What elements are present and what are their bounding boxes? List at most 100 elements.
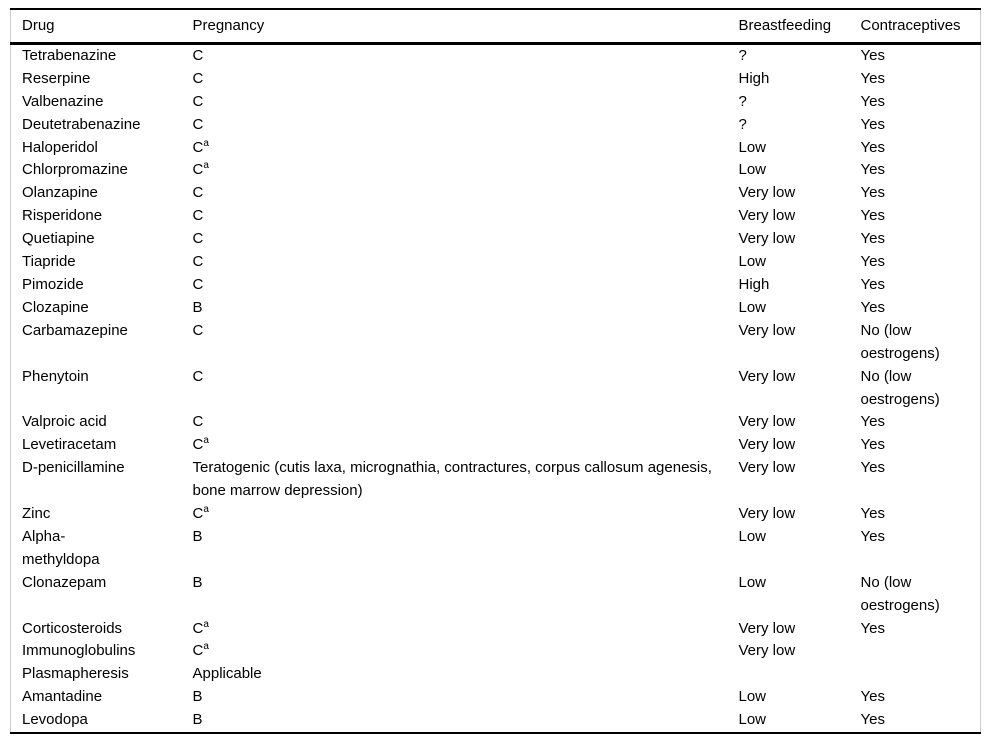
table-row: Haloperidol Ca Low Yes [11,137,981,160]
footnote-marker: a [203,435,209,447]
pregnancy-cell: Applicable [193,663,739,686]
breastfeeding-cell: Very low [738,436,796,454]
breastfeeding-cell: Low [738,527,767,545]
pregnancy-cell: C [193,182,739,205]
pregnancy-cell: C [193,114,739,137]
column-header-contraceptives: Contraceptives [860,9,981,45]
contraceptives-cell: Yes [860,527,885,545]
pregnancy-cell: Ca [193,159,739,182]
breastfeeding-cell: Low [738,711,767,729]
breastfeeding-cell: Very low [738,413,796,431]
drug-cell: Valproic acid [22,413,107,431]
contraceptives-cell: Yes [860,619,885,637]
table-row: Quetiapine C Very low Yes [11,228,981,251]
table-row: Zinc Ca Very low Yes [11,503,981,526]
drug-cell: Clozapine [22,298,89,316]
table-row: Risperidone C Very low Yes [11,205,981,228]
table-row: Carbamazepine C Very low No (low oestrogens… [11,320,981,366]
drug-cell: Tiapride [22,253,76,271]
contraceptives-cell: Yes [860,688,885,706]
table-row: Olanzapine C Very low Yes [11,182,981,205]
pregnancy-cell: Teratogenic (cutis laxa, micrognathia, c… [193,457,739,503]
column-header-drug: Drug [10,9,193,45]
breastfeeding-cell: Low [738,161,767,179]
drug-cell: Olanzapine [22,184,98,202]
drug-cell: Levodopa [22,711,88,729]
pregnancy-category: C [192,505,204,523]
footnote-marker: a [203,641,209,653]
pregnancy-category: C [192,46,204,64]
drug-cell: Valbenazine [22,92,104,110]
pregnancy-category: C [192,69,204,87]
footnote-marker: a [203,160,209,172]
column-header-pregnancy: Pregnancy [192,9,739,45]
breastfeeding-cell: Low [738,298,767,316]
drug-cell: Quetiapine [22,230,95,248]
pregnancy-category: C [192,413,204,431]
pregnancy-category: B [192,573,203,591]
contraceptives-cell: Yes [860,230,885,248]
drug-cell: Haloperidol [22,138,98,156]
table-row: D-penicillamine Teratogenic (cutis laxa, … [11,457,981,503]
drug-cell: Deutetrabenazine [22,115,141,133]
breastfeeding-cell [739,663,861,686]
table-row: Levetiracetam Ca Very low Yes [11,434,981,457]
drug-cell: Zinc [22,505,51,523]
contraceptives-cell: Yes [860,115,885,133]
footnote-marker: a [203,504,209,516]
breastfeeding-cell: High [738,275,770,293]
table-row: Valproic acid C Very low Yes [11,411,981,434]
breastfeeding-cell: Very low [738,184,796,202]
pregnancy-category: Applicable [192,665,262,683]
pregnancy-category: C [192,207,204,225]
contraceptives-cell [861,663,981,686]
pregnancy-cell: C [193,43,739,67]
pregnancy-category: C [192,619,204,637]
breastfeeding-cell: ? [738,115,747,133]
pregnancy-category: C [192,275,204,293]
header-row: Drug Pregnancy Breastfeeding Contracepti… [10,9,981,45]
breastfeeding-cell: Low [738,688,767,706]
table-row: Clonazepam B Low No (low oestrogens) [11,572,981,618]
pregnancy-category: C [192,253,204,271]
drug-cell: Amantadine [22,688,103,706]
table-row: Alpha- methyldopa B Low Yes [11,526,981,572]
breastfeeding-cell: ? [738,92,747,110]
pregnancy-category: C [192,115,204,133]
table-body: Tetrabenazine C? Yes Reserpine C High Yes Valbe… [11,43,981,733]
pregnancy-cell: C [193,91,739,114]
drug-cell: Tetrabenazine [22,46,117,64]
table-row: Tiapride C Low Yes [11,251,981,274]
breastfeeding-cell: Low [738,573,767,591]
table-row: Chlorpromazine Ca Low Yes [11,159,981,182]
drug-cell: Plasmapheresis [22,665,129,683]
contraceptives-cell: Yes [860,711,885,729]
pregnancy-category: C [192,642,204,660]
drug-cell: Reserpine [22,69,91,87]
drug-cell: Risperidone [22,207,103,225]
contraceptives-cell: Yes [860,92,885,110]
pregnancy-cell: C [193,366,739,412]
drug-cell: Levetiracetam [22,436,117,454]
drug-cell: Immunoglobulins [22,642,136,660]
table-row: Amantadine B Low Yes [11,686,981,709]
breastfeeding-cell: Very low [738,619,796,637]
contraceptives-cell: Yes [860,46,885,64]
contraceptives-cell: No (low oestrogens) [860,321,940,362]
breastfeeding-cell: Low [738,253,767,271]
pregnancy-category: C [192,92,204,110]
pregnancy-cell: C [193,251,739,274]
pregnancy-category: B [192,711,203,729]
pregnancy-cell: B [193,686,739,709]
pregnancy-cell: B [193,709,739,733]
table-row: Pimozide C High Yes [11,274,981,297]
footnote-marker: a [203,137,209,149]
pregnancy-cell: B [193,572,739,618]
pregnancy-category: C [192,138,204,156]
contraceptives-cell: No (low oestrogens) [860,573,940,614]
table-header: Drug Pregnancy Breastfeeding Contracepti… [10,9,981,45]
drug-cell: Corticosteroids [22,619,123,637]
table-row: Immunoglobulins Ca Very low [11,640,981,663]
drug-cell: Chlorpromazine [22,161,128,179]
breastfeeding-cell: Low [738,138,767,156]
